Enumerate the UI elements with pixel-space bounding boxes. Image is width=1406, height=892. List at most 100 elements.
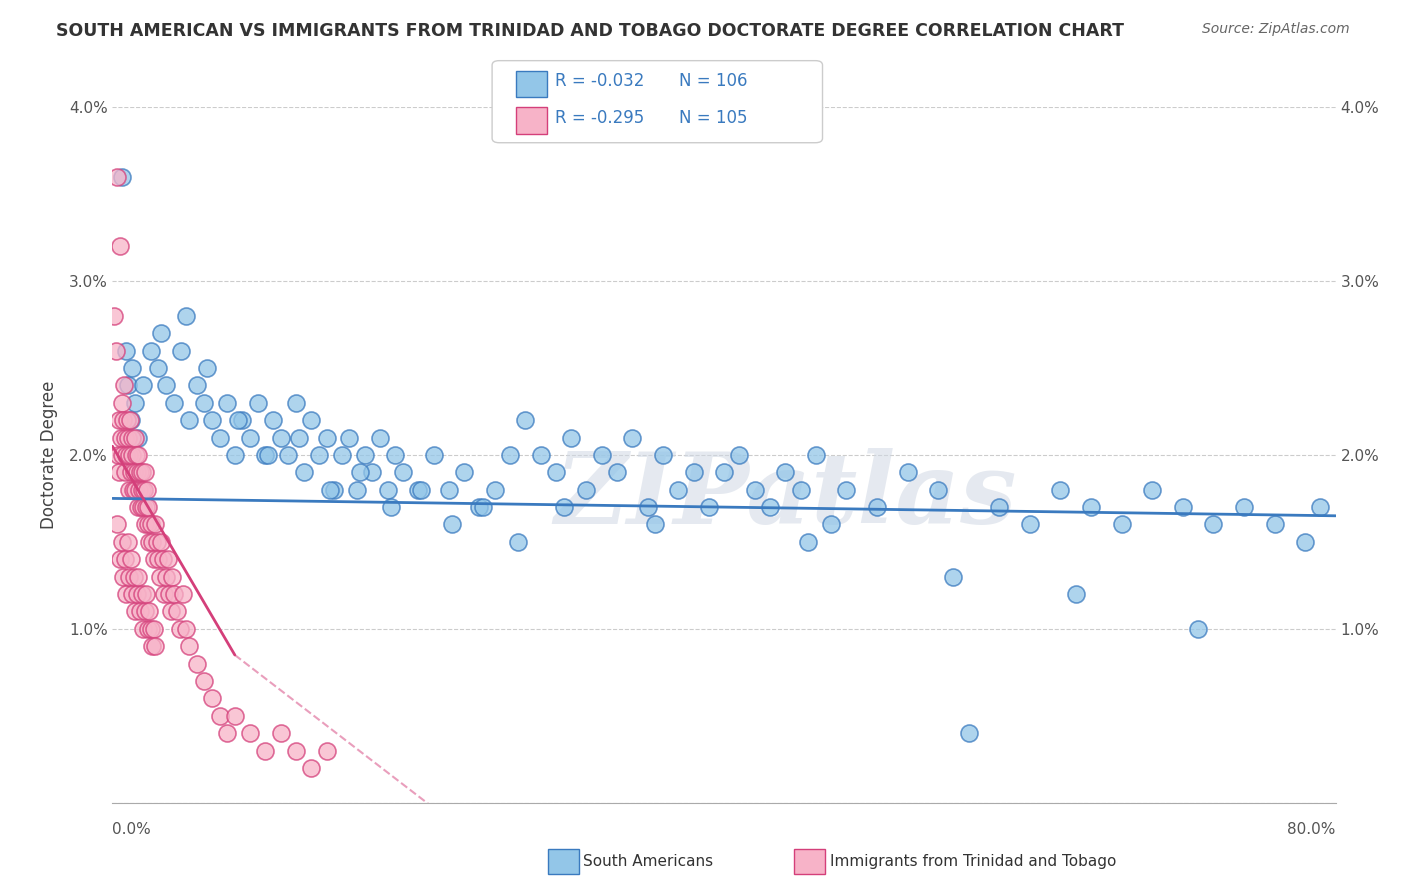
Point	[820, 517, 842, 532]
Point	[224, 448, 246, 462]
Point	[666, 483, 689, 497]
Point	[315, 431, 337, 445]
Point	[131, 587, 153, 601]
Point	[124, 396, 146, 410]
Point	[117, 431, 139, 445]
Point	[131, 466, 153, 480]
Point	[131, 483, 153, 497]
Point	[201, 413, 224, 427]
Point	[159, 605, 181, 619]
Point	[239, 726, 262, 740]
Point	[127, 431, 149, 445]
Point	[104, 343, 127, 358]
Point	[114, 552, 136, 566]
Point	[129, 466, 152, 480]
Text: Immigrants from Trinidad and Tobago: Immigrants from Trinidad and Tobago	[830, 855, 1116, 869]
Point	[132, 378, 155, 392]
Point	[117, 378, 139, 392]
Point	[163, 396, 186, 410]
Point	[135, 483, 157, 497]
Point	[103, 309, 125, 323]
Point	[957, 726, 980, 740]
Point	[195, 360, 218, 375]
Point	[112, 378, 135, 392]
Point	[115, 413, 138, 427]
Point	[118, 448, 141, 462]
Point	[411, 483, 433, 497]
Point	[1111, 517, 1133, 532]
Text: SOUTH AMERICAN VS IMMIGRANTS FROM TRINIDAD AND TOBAGO DOCTORATE DEGREE CORRELATI: SOUTH AMERICAN VS IMMIGRANTS FROM TRINID…	[56, 22, 1125, 40]
Point	[254, 448, 277, 462]
Point	[138, 535, 160, 549]
Point	[744, 483, 766, 497]
Point	[361, 466, 384, 480]
Point	[1294, 535, 1316, 549]
Point	[157, 587, 180, 601]
Point	[804, 448, 827, 462]
Point	[120, 413, 142, 427]
Point	[299, 413, 322, 427]
Point	[257, 448, 280, 462]
Point	[270, 726, 292, 740]
Point	[1064, 587, 1087, 601]
Point	[368, 431, 391, 445]
Point	[224, 708, 246, 723]
Point	[110, 431, 132, 445]
Point	[107, 448, 129, 462]
Point	[186, 657, 208, 671]
Text: Source: ZipAtlas.com: Source: ZipAtlas.com	[1202, 22, 1350, 37]
Point	[127, 500, 149, 514]
Point	[1171, 500, 1194, 514]
Point	[152, 552, 174, 566]
Point	[143, 639, 166, 653]
Point	[114, 431, 136, 445]
Point	[121, 360, 143, 375]
Point	[560, 431, 582, 445]
Text: N = 106: N = 106	[679, 72, 748, 90]
Point	[193, 396, 215, 410]
Point	[117, 483, 139, 497]
Point	[122, 466, 145, 480]
Point	[136, 622, 159, 636]
Point	[1309, 500, 1331, 514]
Point	[150, 535, 173, 549]
Point	[315, 744, 337, 758]
Point	[606, 466, 628, 480]
Point	[713, 466, 735, 480]
Point	[208, 708, 231, 723]
Point	[170, 343, 193, 358]
Point	[797, 535, 820, 549]
Point	[138, 605, 160, 619]
Point	[988, 500, 1011, 514]
Point	[773, 466, 796, 480]
Point	[353, 448, 375, 462]
Point	[108, 466, 131, 480]
Point	[193, 674, 215, 689]
Point	[125, 587, 148, 601]
Point	[149, 570, 172, 584]
Point	[591, 448, 613, 462]
Point	[201, 691, 224, 706]
Point	[226, 413, 249, 427]
Point	[139, 622, 162, 636]
Point	[125, 466, 148, 480]
Point	[377, 483, 399, 497]
Point	[112, 413, 135, 427]
Point	[112, 570, 135, 584]
Point	[132, 500, 155, 514]
Point	[270, 431, 292, 445]
Point	[115, 587, 138, 601]
Point	[146, 535, 169, 549]
Point	[134, 466, 156, 480]
Point	[346, 483, 368, 497]
Point	[122, 483, 145, 497]
Point	[262, 413, 284, 427]
Point	[1264, 517, 1286, 532]
Point	[120, 552, 142, 566]
Point	[155, 570, 177, 584]
Point	[122, 570, 145, 584]
Point	[143, 517, 166, 532]
Point	[148, 360, 170, 375]
Point	[132, 483, 155, 497]
Point	[141, 535, 163, 549]
